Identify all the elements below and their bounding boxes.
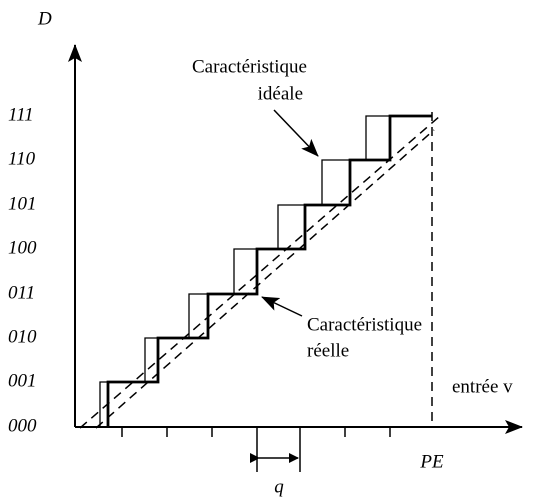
ideal-annotation: idéale [258, 83, 303, 104]
real-arrow [261, 296, 303, 317]
code-label: 011 [8, 282, 35, 303]
code-label: 100 [8, 237, 37, 258]
code-label: 111 [8, 104, 34, 125]
ideal-annotation: Caractéristique [192, 56, 307, 77]
code-labels: 000 001 010 011 100 101 110 111 [8, 104, 37, 436]
full-scale-label: PE [419, 451, 444, 472]
step-label: q [274, 476, 284, 497]
real-line [95, 129, 435, 429]
real-staircase [106, 114, 432, 427]
ideal-staircase [99, 115, 420, 427]
x-axis-label: entrée v [452, 376, 513, 397]
code-label: 001 [8, 370, 37, 391]
x-ticks [121, 427, 391, 472]
code-label: 101 [8, 193, 37, 214]
ideal-arrow [273, 109, 319, 157]
y-axis-label: D [37, 8, 52, 29]
real-annotation: Caractéristique [307, 314, 422, 335]
code-label: 010 [8, 326, 37, 347]
code-label: 000 [8, 415, 37, 436]
ideal-line [79, 115, 441, 429]
code-label: 110 [8, 148, 36, 169]
real-annotation: réelle [307, 340, 349, 361]
